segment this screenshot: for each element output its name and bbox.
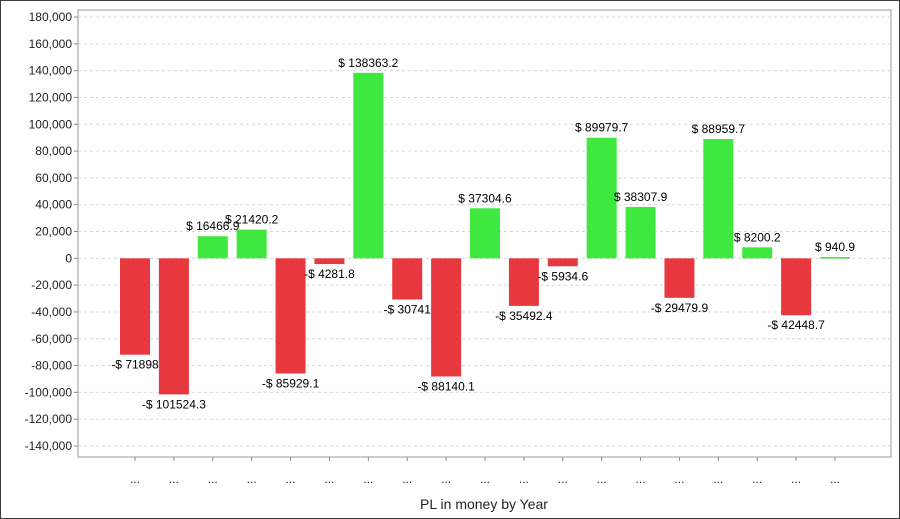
bar[interactable]: [353, 72, 384, 259]
y-tick-label: 20,000: [35, 225, 72, 239]
bar[interactable]: [781, 258, 812, 316]
data-label: -$ 101524.3: [142, 397, 206, 411]
data-label: -$ 30741: [384, 303, 432, 317]
x-tick-label: ...: [597, 472, 607, 486]
bar[interactable]: [120, 258, 150, 355]
bars: [120, 72, 850, 395]
y-tick-label: -140,000: [25, 439, 73, 453]
data-label: -$ 71898: [111, 358, 159, 372]
x-tick-label: ...: [713, 472, 723, 486]
bar[interactable]: [392, 258, 423, 300]
x-tick-label: ...: [363, 472, 373, 486]
data-label: -$ 4281.8: [304, 267, 355, 281]
x-axis-ticks: ........................................…: [130, 457, 840, 486]
bar[interactable]: [314, 258, 345, 265]
x-tick-label: ...: [752, 472, 762, 486]
bar[interactable]: [625, 206, 656, 259]
x-tick-label: ...: [480, 472, 490, 486]
bar[interactable]: [236, 229, 267, 259]
x-tick-label: ...: [519, 472, 529, 486]
y-tick-label: 180,000: [29, 10, 73, 24]
bar[interactable]: [275, 258, 306, 374]
bar[interactable]: [470, 208, 500, 259]
bar[interactable]: [158, 258, 189, 395]
data-label: $ 8200.2: [734, 230, 781, 244]
data-label: $ 89979.7: [575, 121, 629, 135]
bar[interactable]: [431, 258, 462, 377]
x-tick-label: ...: [324, 472, 334, 486]
y-tick-label: -20,000: [31, 278, 72, 292]
data-label: $ 940.9: [815, 240, 855, 254]
data-label: $ 16466.9: [186, 219, 240, 233]
x-tick-label: ...: [130, 472, 140, 486]
y-tick-label: -120,000: [25, 412, 73, 426]
x-tick-label: ...: [402, 472, 412, 486]
y-tick-label: 140,000: [29, 64, 73, 78]
x-tick-label: ...: [169, 472, 179, 486]
x-axis-label: PL in money by Year: [420, 496, 548, 512]
x-tick-label: ...: [441, 472, 451, 486]
y-tick-label: 120,000: [29, 90, 73, 104]
bar[interactable]: [703, 139, 734, 259]
data-label: $ 21420.2: [225, 213, 279, 227]
y-tick-label: 100,000: [29, 117, 73, 131]
x-tick-label: ...: [558, 472, 568, 486]
data-label: $ 37304.6: [458, 191, 512, 205]
data-label: -$ 42448.7: [767, 318, 825, 332]
data-label: -$ 88140.1: [417, 379, 475, 393]
data-label: -$ 35492.4: [495, 309, 553, 323]
x-tick-label: ...: [674, 472, 684, 486]
data-label: -$ 5934.6: [537, 269, 588, 283]
x-tick-label: ...: [286, 472, 296, 486]
bar[interactable]: [586, 137, 617, 259]
x-tick-label: ...: [791, 472, 801, 486]
x-tick-label: ...: [247, 472, 257, 486]
data-label: $ 88959.7: [692, 122, 746, 136]
bar[interactable]: [547, 258, 578, 267]
data-label: -$ 85929.1: [262, 377, 320, 391]
y-tick-label: 40,000: [35, 198, 72, 212]
x-tick-label: ...: [208, 472, 218, 486]
y-tick-label: -60,000: [31, 332, 72, 346]
y-tick-label: 0: [65, 251, 72, 265]
y-tick-label: -80,000: [31, 359, 72, 373]
data-label: $ 138363.2: [338, 56, 398, 70]
bar[interactable]: [197, 236, 228, 259]
bar[interactable]: [664, 258, 695, 298]
y-tick-label: 80,000: [35, 144, 72, 158]
bar[interactable]: [508, 258, 539, 306]
data-label: $ 38307.9: [614, 190, 668, 204]
y-axis-ticks: 180,000 160,000 140,000 120,000 100,000 80,00…: [25, 10, 78, 453]
x-tick-label: ...: [636, 472, 646, 486]
bar[interactable]: [820, 257, 850, 259]
y-tick-label: 160,000: [29, 37, 73, 51]
y-tick-label: -40,000: [31, 305, 72, 319]
y-tick-label: -100,000: [25, 385, 73, 399]
bar[interactable]: [742, 247, 773, 259]
y-tick-label: 60,000: [35, 171, 72, 185]
x-tick-label: ...: [830, 472, 840, 486]
data-labels: -$ 71898 -$ 101524.3 $ 16466.9$ 21420.2 -$ …: [111, 56, 855, 412]
data-label: -$ 29479.9: [651, 301, 709, 315]
